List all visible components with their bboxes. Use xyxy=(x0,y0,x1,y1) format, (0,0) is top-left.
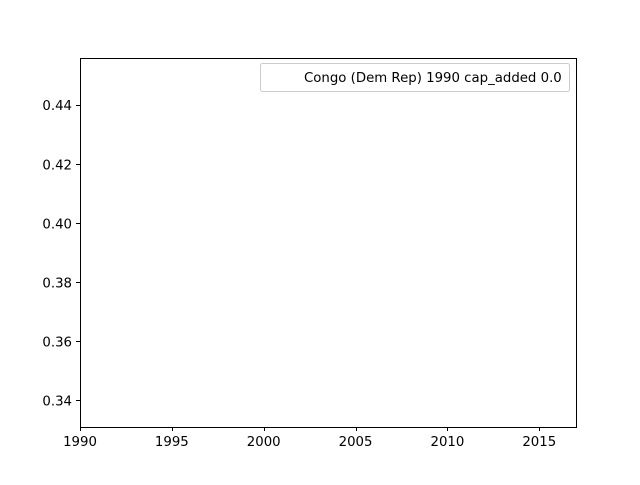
plot-area xyxy=(80,58,576,427)
x-tick-label: 2015 xyxy=(522,435,556,450)
plot-frame xyxy=(80,58,577,428)
y-axis: 0.34 0.36 0.38 0.40 0.42 0.44 xyxy=(42,99,80,409)
x-tick-label: 1990 xyxy=(63,435,97,450)
x-tick-label: 2010 xyxy=(430,435,464,450)
legend-label: Congo (Dem Rep) 1990 cap_added 0.0 xyxy=(304,71,562,86)
y-tick-label: 0.44 xyxy=(42,99,72,114)
x-tick-label: 2005 xyxy=(339,435,373,450)
y-tick-label: 0.42 xyxy=(42,158,72,173)
x-axis: 1990 1995 2000 2005 2010 2015 xyxy=(63,427,556,450)
legend-box xyxy=(260,63,570,92)
x-tick-label: 2000 xyxy=(247,435,281,450)
y-tick-label: 0.38 xyxy=(42,276,72,291)
y-tick-label: 0.40 xyxy=(42,217,72,232)
y-tick-label: 0.36 xyxy=(42,335,72,350)
y-tick-label: 0.34 xyxy=(42,394,72,409)
legend: Congo (Dem Rep) 1990 cap_added 0.0 xyxy=(260,63,570,92)
x-tick-label: 1995 xyxy=(155,435,189,450)
